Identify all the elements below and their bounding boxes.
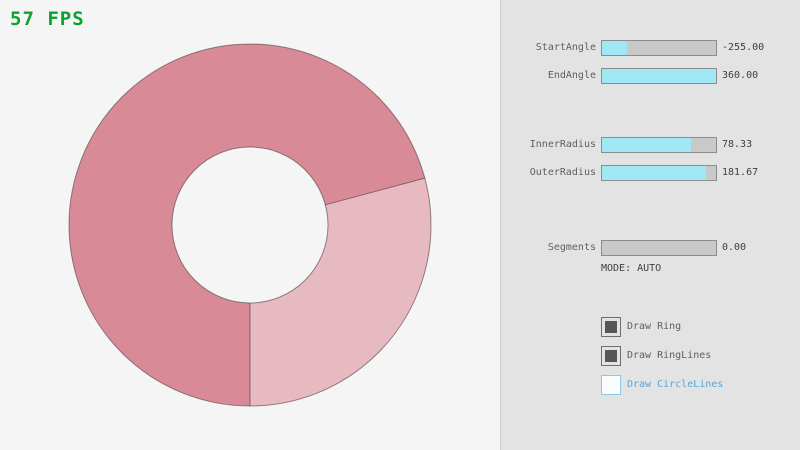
checkbox-label-draw-ringlines: Draw RingLines	[627, 350, 712, 361]
slider-fill-endangle	[602, 69, 716, 83]
ring-outer-outline	[68, 43, 432, 407]
checkbox-row-draw-ring: Draw Ring	[601, 317, 800, 337]
checkbox-label-draw-circlelines: Draw CircleLines	[627, 379, 724, 390]
slider-label-endangle: EndAngle	[547, 70, 596, 81]
slider-value-startangle: -255.00	[722, 42, 765, 53]
slider-endangle[interactable]	[601, 68, 717, 84]
slider-value-innerradius: 78.33	[722, 139, 753, 150]
slider-fill-outerradius	[602, 166, 706, 180]
slider-label-segments: Segments	[547, 242, 596, 253]
slider-innerradius[interactable]	[601, 137, 717, 153]
checkbox-draw-ringlines[interactable]	[601, 346, 621, 366]
slider-row-segments: Segments 0.00	[501, 240, 800, 256]
checkbox-draw-ring[interactable]	[601, 317, 621, 337]
checkbox-draw-ring-checkmark	[605, 321, 617, 333]
slider-label-outerradius: OuterRadius	[529, 167, 596, 178]
ring-graphic	[68, 43, 432, 407]
control-panel: StartAngle -255.00 EndAngle 360.00 Inner…	[500, 0, 800, 450]
slider-fill-innerradius	[602, 138, 691, 152]
segments-mode-label: MODE: AUTO	[601, 263, 662, 274]
slider-outerradius[interactable]	[601, 165, 717, 181]
slider-value-endangle: 360.00	[722, 70, 759, 81]
ring-light-sector	[250, 178, 431, 406]
slider-fill-startangle	[602, 41, 628, 55]
slider-row-innerradius: InnerRadius 78.33	[501, 137, 800, 153]
slider-label-startangle: StartAngle	[535, 42, 596, 53]
checkbox-draw-ringlines-checkmark	[605, 350, 617, 362]
slider-segments[interactable]	[601, 240, 717, 256]
ring-inner-outline	[171, 146, 329, 304]
slider-label-innerradius: InnerRadius	[529, 139, 596, 150]
render-canvas: 57 FPS	[10, 8, 432, 407]
checkbox-draw-circlelines[interactable]	[601, 375, 621, 395]
checkbox-label-draw-ring: Draw Ring	[627, 321, 682, 332]
checkbox-row-draw-circlelines: Draw CircleLines	[601, 375, 800, 395]
slider-value-outerradius: 181.67	[722, 167, 759, 178]
checkbox-row-draw-ringlines: Draw RingLines	[601, 346, 800, 366]
ring-start-angle-line	[325, 177, 425, 206]
slider-value-segments: 0.00	[722, 242, 747, 253]
slider-row-startangle: StartAngle -255.00	[501, 40, 800, 56]
fps-counter: 57 FPS	[10, 8, 85, 30]
slider-startangle[interactable]	[601, 40, 717, 56]
slider-row-endangle: EndAngle 360.00	[501, 68, 800, 84]
slider-row-outerradius: OuterRadius 181.67	[501, 165, 800, 181]
